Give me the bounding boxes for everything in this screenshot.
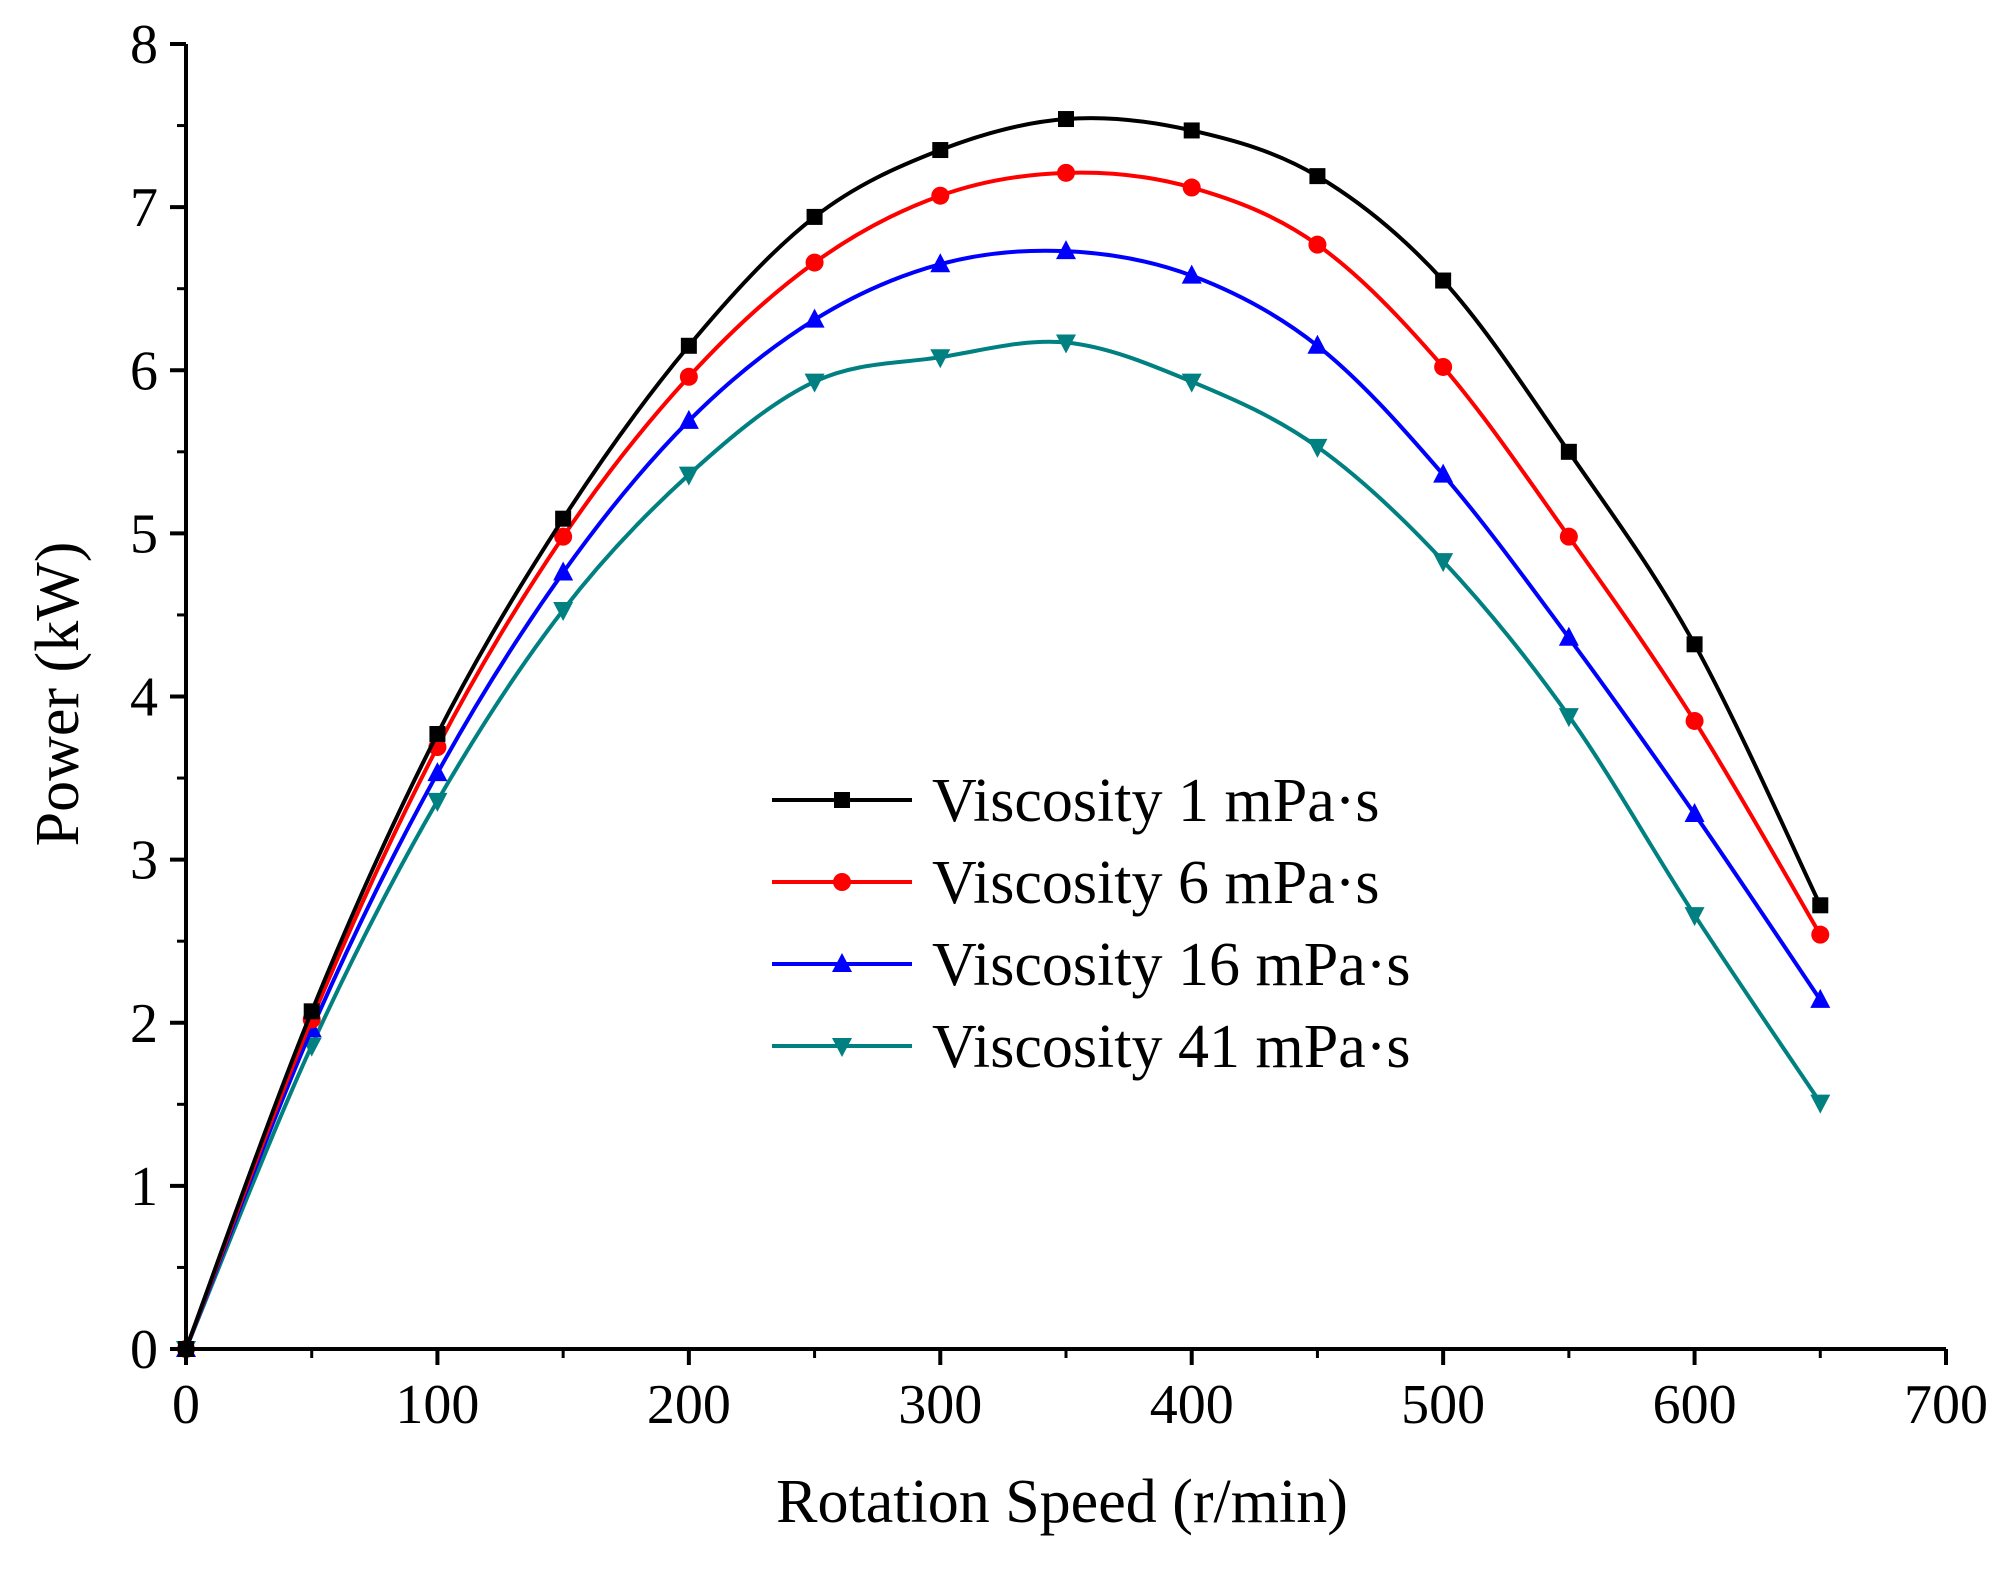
data-point [804, 373, 825, 393]
data-point [680, 337, 697, 354]
data-point [1307, 334, 1328, 354]
data-point [1686, 636, 1703, 653]
data-point [1433, 463, 1454, 483]
series-line [184, 248, 1822, 1350]
series-layer [176, 111, 1831, 1360]
legend-item: Viscosity 41 mPa·s [772, 1013, 1411, 1081]
data-point [678, 409, 699, 429]
x-tick-label: 200 [647, 1374, 731, 1436]
y-tick-label: 6 [130, 340, 158, 402]
data-point [1181, 373, 1202, 393]
data-point [1810, 1094, 1831, 1114]
y-tick-label: 7 [130, 177, 158, 239]
data-point [1811, 925, 1830, 944]
data-point [1558, 708, 1579, 728]
data-point [931, 186, 950, 205]
data-point [930, 349, 951, 369]
data-point [1684, 802, 1705, 822]
series-2 [177, 163, 1830, 1358]
series-line [184, 339, 1822, 1350]
y-tick-label: 0 [130, 1319, 158, 1381]
data-point [678, 466, 699, 486]
data-point [303, 1003, 320, 1020]
y-axis-title: Power (kW) [24, 542, 92, 847]
data-point [930, 253, 951, 273]
x-tick-label: 0 [172, 1374, 200, 1436]
x-tick-label: 300 [898, 1374, 982, 1436]
data-point [1433, 553, 1454, 573]
x-ticks: 0 100 200 300 400 500 600 700 [172, 1349, 1988, 1436]
y-tick-label: 4 [130, 667, 158, 729]
data-point [806, 208, 823, 225]
data-point [1183, 122, 1200, 139]
legend: Viscosity 1 mPa·s Viscosity 6 mPa·s Viscos… [772, 767, 1411, 1081]
series-4 [176, 334, 1831, 1360]
data-point [1685, 711, 1704, 730]
x-tick-label: 400 [1150, 1374, 1234, 1436]
data-point [555, 510, 572, 527]
legend-marker [833, 873, 851, 891]
data-point [805, 253, 824, 272]
data-point [1434, 357, 1453, 376]
y-tick-label: 5 [130, 503, 158, 565]
y-tick-label: 2 [130, 993, 158, 1055]
y-tick-label: 1 [130, 1156, 158, 1218]
legend-label: Viscosity 1 mPa·s [932, 767, 1380, 835]
legend-item: Viscosity 1 mPa·s [772, 767, 1380, 835]
data-point [1308, 235, 1327, 254]
legend-item: Viscosity 6 mPa·s [772, 849, 1380, 917]
x-tick-label: 100 [395, 1374, 479, 1436]
y-tick-label: 8 [130, 14, 158, 76]
data-point [1307, 438, 1328, 458]
data-point [679, 367, 698, 386]
data-point [932, 142, 949, 159]
y-tick-label: 3 [130, 830, 158, 892]
legend-marker [834, 792, 850, 808]
y-ticks: 0 1 2 3 4 5 6 7 8 [130, 14, 186, 1381]
data-point [1684, 907, 1705, 927]
data-point [553, 602, 574, 622]
x-tick-label: 700 [1904, 1374, 1988, 1436]
series-line [184, 170, 1823, 1350]
data-point [1309, 168, 1326, 185]
x-tick-label: 600 [1653, 1374, 1737, 1436]
legend-marker [832, 1038, 852, 1057]
legend-label: Viscosity 41 mPa·s [932, 1013, 1411, 1081]
data-point [804, 308, 825, 328]
legend-item: Viscosity 16 mPa·s [772, 931, 1411, 999]
data-point [1057, 163, 1075, 182]
data-point [427, 762, 448, 782]
x-axis-title: Rotation Speed (r/min) [776, 1468, 1348, 1536]
data-point [1182, 178, 1201, 197]
data-point [1560, 443, 1577, 460]
data-point [1056, 240, 1076, 260]
data-point [1056, 334, 1076, 354]
data-point [1435, 272, 1452, 289]
data-point [1558, 626, 1579, 646]
axes-layer: 0 100 200 300 400 500 600 700 0 1 2 3 4 5 6 7 8 [130, 14, 1988, 1436]
data-point [1181, 264, 1202, 284]
data-point [1058, 111, 1074, 128]
x-tick-label: 500 [1401, 1374, 1485, 1436]
legend-marker [832, 953, 852, 972]
legend-label: Viscosity 16 mPa·s [932, 931, 1411, 999]
plot-area: 0 100 200 300 400 500 600 700 0 1 2 3 4 5 6 7 8 [130, 14, 1988, 1436]
series-1 [178, 111, 1829, 1357]
data-point [553, 561, 574, 581]
data-point [554, 527, 573, 546]
data-point [1812, 897, 1829, 914]
legend-label: Viscosity 6 mPa·s [932, 849, 1380, 917]
data-point [427, 792, 448, 812]
data-point [1810, 988, 1831, 1008]
data-point [1559, 527, 1578, 546]
data-point [429, 726, 446, 743]
